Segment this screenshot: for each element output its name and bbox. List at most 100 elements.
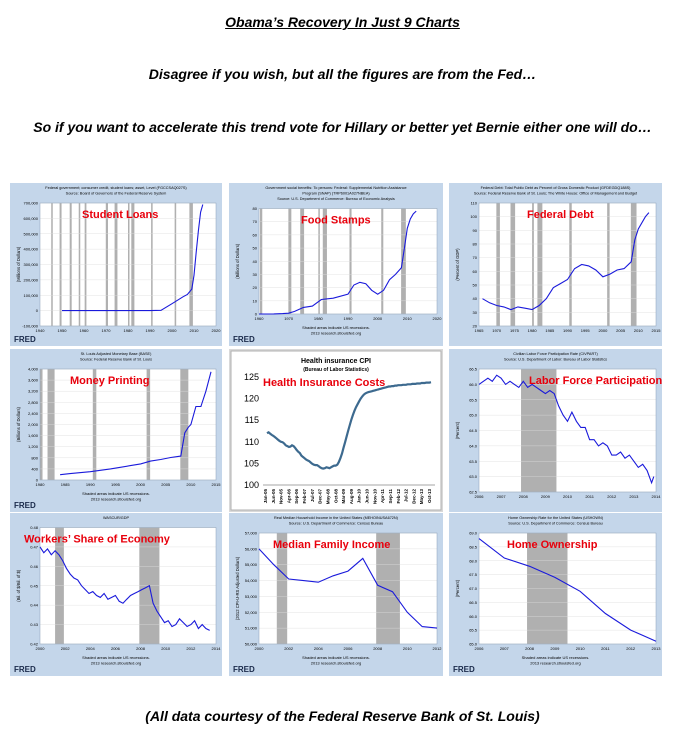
plot-border — [39, 368, 217, 481]
x-tick-label: 2015 — [212, 482, 222, 487]
y-axis-label: (Billions of Dollars) — [16, 406, 21, 442]
plot-border — [478, 532, 657, 645]
x-tick-label: 2007 — [497, 494, 507, 499]
y-tick-label: 53,000 — [245, 594, 258, 599]
plot-border — [478, 202, 657, 327]
y-tick-label: 100,000 — [24, 293, 39, 298]
x-tick-label: 2012 — [186, 646, 196, 651]
y-tick-label: 67.0 — [469, 586, 478, 591]
y-tick-label: 90 — [473, 228, 478, 233]
x-tick-label: 2014 — [652, 494, 662, 499]
chart-panel-federal-debt: Federal Debt: Total Public Debt as Perce… — [449, 183, 662, 346]
source-line: Source: U.S. Department of Commerce: Cen… — [289, 522, 384, 526]
y-tick-label: 0 — [36, 308, 39, 313]
y-axis-label: (Bil. of $/Bil. of $) — [16, 569, 21, 601]
source-line: Federal Debt: Total Public Debt as Perce… — [481, 186, 631, 190]
x-tick-label: Jan-05 — [263, 489, 268, 504]
series-line — [60, 371, 212, 476]
chart-svg-student-loans: Federal government; consumer credit, stu… — [14, 186, 222, 344]
x-tick-label: 2014 — [212, 646, 222, 651]
x-tick-label: 1960 — [255, 316, 265, 321]
x-tick-label: Sep-11 — [388, 489, 393, 504]
fred-logo: FRED — [14, 665, 36, 674]
x-tick-label: 2020 — [212, 328, 222, 333]
x-tick-label: 1940 — [36, 328, 46, 333]
y-tick-label: 63.5 — [469, 459, 478, 464]
y-tick-label: 0.46 — [30, 564, 39, 569]
x-tick-label: 2000 — [168, 328, 178, 333]
chart-note: Shaded areas indicate US recessions. — [82, 491, 150, 496]
source-line: Real Median Household Income in the Unit… — [274, 516, 399, 520]
y-tick-label: 54,000 — [245, 578, 258, 583]
chart-title: Health insurance CPI — [301, 358, 371, 365]
source-line: Source: U.S. Department of Commerce: Cen… — [508, 522, 603, 526]
x-tick-label: 2015 — [652, 328, 662, 333]
chart-note: Shaded areas indicate US recessions. — [82, 655, 150, 660]
x-tick-label: 1990 — [563, 328, 573, 333]
y-axis-label: (Millions of Dollars) — [16, 246, 21, 282]
x-tick-label: 2010 — [403, 646, 413, 651]
chart-annotation: Workers’ Share of Economy — [24, 534, 171, 546]
y-tick-label: 80 — [473, 242, 478, 247]
fred-logo: FRED — [14, 335, 36, 344]
chart-svg-federal-debt: Federal Debt: Total Public Debt as Perce… — [455, 186, 662, 333]
x-tick-label: 2010 — [403, 316, 413, 321]
y-tick-label: 110 — [245, 437, 259, 447]
y-tick-label: 2,000 — [28, 422, 39, 427]
fred-logo: FRED — [233, 335, 255, 344]
x-tick-label: 2010 — [576, 646, 586, 651]
plot-area — [259, 533, 437, 644]
chart-subtitle: (Bureau of Labor Statistics) — [303, 367, 369, 373]
y-tick-label: 3,200 — [28, 389, 39, 394]
x-tick-label: Feb-12 — [396, 489, 401, 504]
x-tick-label: 1960 — [80, 328, 90, 333]
chart-panel-student-loans: Federal government; consumer credit, stu… — [10, 183, 222, 346]
y-tick-label: 60 — [253, 232, 258, 237]
chart-panel-home-ownership: Home Ownership Rate for the United State… — [449, 513, 662, 676]
series-line — [478, 374, 655, 485]
recession-band — [376, 533, 400, 644]
y-tick-label: 55,000 — [245, 562, 258, 567]
x-tick-label: 2008 — [373, 646, 383, 651]
y-tick-label: 105 — [244, 458, 259, 468]
subtitle-line-1: Disagree if you wish, but all the figure… — [148, 66, 537, 82]
x-tick-label: 1985 — [545, 328, 555, 333]
x-tick-label: 1965 — [475, 328, 485, 333]
x-tick-label: 1975 — [510, 328, 520, 333]
x-tick-label: 2013 — [629, 494, 639, 499]
chart-note: 2013 research.stlouisfed.org — [530, 661, 580, 666]
x-tick-label: 2007 — [500, 646, 510, 651]
plot-area — [479, 203, 656, 326]
x-tick-label: 1985 — [61, 482, 71, 487]
x-tick-label: 2012 — [607, 494, 617, 499]
x-tick-label: 2012 — [626, 646, 636, 651]
recession-band — [607, 203, 610, 326]
source-line: Civilian Labor Force Participation Rate … — [513, 352, 598, 356]
chart-svg-median-income: Real Median Household Income in the Unit… — [233, 516, 442, 674]
y-tick-label: 68.5 — [469, 544, 478, 549]
x-tick-label: 2000 — [373, 316, 383, 321]
y-tick-label: 65.0 — [469, 413, 478, 418]
y-tick-label: 30 — [253, 272, 258, 277]
recession-band — [276, 533, 288, 644]
x-tick-label: May-08 — [325, 489, 330, 505]
x-tick-label: Jun-05 — [271, 489, 276, 504]
x-tick-label: Apr-11 — [380, 489, 385, 504]
x-tick-label: 2010 — [190, 328, 200, 333]
y-tick-label: 52,000 — [245, 610, 258, 615]
y-tick-label: 60 — [473, 269, 478, 274]
x-tick-label: 1970 — [284, 316, 294, 321]
y-tick-label: 66.5 — [469, 600, 478, 605]
fred-logo: FRED — [14, 501, 36, 510]
x-tick-label: 2005 — [616, 328, 626, 333]
recession-band — [569, 203, 572, 326]
x-tick-label: 2006 — [475, 494, 485, 499]
y-tick-label: -100,000 — [22, 324, 39, 329]
chart-panel-food-stamps: Government social benefits: To persons: … — [229, 183, 443, 346]
x-tick-label: 2004 — [314, 646, 324, 651]
y-tick-label: 125 — [244, 372, 259, 382]
chart-svg-workers-share: WASCUR/GDP 0.42 0.43 0.44 0.45 0.46 0.47 0.48 20… — [14, 516, 222, 674]
y-tick-label: 10 — [253, 298, 258, 303]
x-tick-label: 1970 — [492, 328, 502, 333]
x-tick-label: Feb-07 — [302, 489, 307, 504]
